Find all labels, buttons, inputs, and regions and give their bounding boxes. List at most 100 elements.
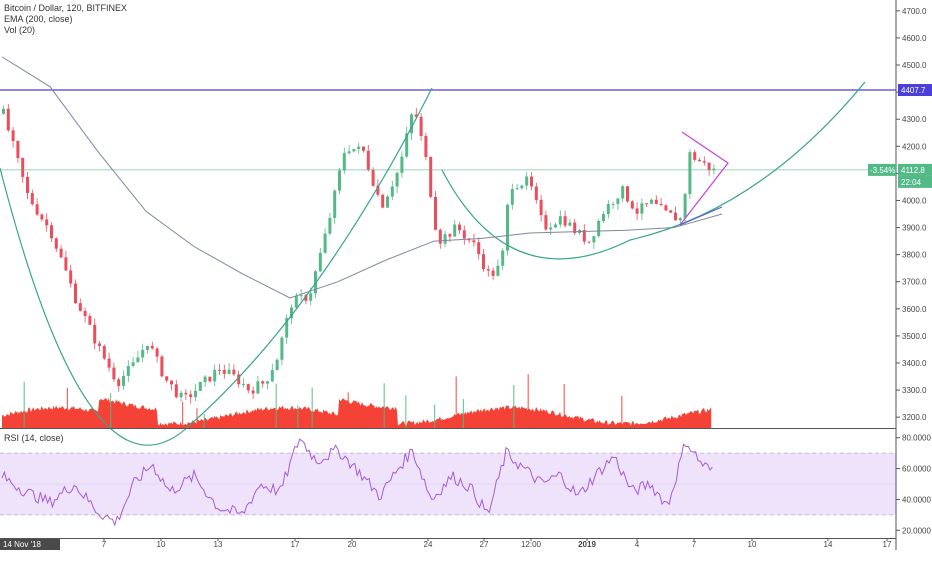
candle-body bbox=[530, 176, 533, 187]
candle-body bbox=[395, 172, 399, 187]
candle-body bbox=[318, 252, 322, 272]
candle-body bbox=[419, 116, 423, 136]
candles bbox=[2, 103, 716, 404]
candle-body bbox=[280, 337, 284, 360]
volume-bar bbox=[203, 414, 205, 428]
candle-body bbox=[304, 295, 308, 301]
candle-body bbox=[400, 156, 404, 173]
candle-body bbox=[11, 130, 15, 141]
candle-body bbox=[563, 216, 567, 226]
candle-body bbox=[126, 365, 130, 376]
candle-body bbox=[40, 214, 44, 220]
candle-body bbox=[160, 356, 164, 377]
candle-body bbox=[554, 224, 557, 228]
candle-body bbox=[510, 189, 514, 205]
time-tick-label: 2019 bbox=[578, 540, 596, 549]
volume-bar bbox=[383, 383, 385, 428]
time-tick-label: 13 bbox=[214, 540, 223, 549]
candle-body bbox=[486, 269, 490, 271]
volume-bar bbox=[527, 374, 529, 428]
candle-body bbox=[338, 170, 341, 191]
candle-body bbox=[261, 381, 265, 384]
candle-body bbox=[688, 152, 692, 195]
resistance-badge-bg bbox=[898, 84, 932, 97]
candle-body bbox=[88, 316, 92, 325]
candle-body bbox=[122, 375, 125, 386]
candle-body bbox=[78, 303, 82, 311]
candle-body bbox=[285, 318, 289, 338]
candle-body bbox=[678, 218, 682, 221]
candle-body bbox=[227, 369, 231, 374]
last-price-badge: 4112.8 bbox=[901, 166, 925, 175]
candle-body bbox=[323, 233, 327, 253]
candle-body bbox=[102, 345, 106, 359]
candle-body bbox=[390, 186, 394, 197]
triangle-support bbox=[679, 206, 723, 226]
candle-body bbox=[414, 114, 418, 117]
symbol-title[interactable]: Bitcoin / Dollar, 120, BITFINEX bbox=[4, 3, 128, 13]
candle-body bbox=[549, 227, 553, 230]
time-tick-label: 7 bbox=[692, 540, 697, 549]
crosshair-date-label: 14 Nov '18 06:00 bbox=[0, 539, 60, 560]
candle-body bbox=[381, 194, 385, 208]
price-tick-label: 4500.0 bbox=[902, 61, 927, 70]
candle-body bbox=[534, 186, 538, 200]
candle-body bbox=[443, 234, 447, 244]
time-tick-label: 10 bbox=[157, 540, 166, 549]
ema-legend[interactable]: EMA (200, close) bbox=[4, 14, 73, 24]
change-badge: -3.54% bbox=[870, 166, 895, 175]
candle-body bbox=[107, 358, 111, 368]
candle-body bbox=[170, 380, 173, 385]
candle-body bbox=[424, 135, 428, 157]
time-tick-label: 17 bbox=[291, 540, 300, 549]
candle-body bbox=[462, 230, 466, 239]
candle-body bbox=[515, 188, 519, 190]
candle-body bbox=[208, 376, 212, 382]
candle-body bbox=[54, 238, 58, 249]
last-price-badge-bg bbox=[898, 163, 932, 176]
candle-body bbox=[256, 381, 260, 394]
rsi-line bbox=[1, 438, 713, 527]
candle-body bbox=[650, 199, 653, 204]
volume-bar bbox=[275, 383, 277, 428]
volume-bar bbox=[297, 405, 299, 428]
time-tick-label: 27 bbox=[480, 540, 489, 549]
candle-body bbox=[203, 376, 207, 382]
candle-body bbox=[45, 219, 49, 226]
rsi-legend[interactable]: RSI (14, close) bbox=[4, 433, 64, 443]
price-tick-label: 3500.0 bbox=[902, 332, 927, 341]
candle-body bbox=[674, 212, 677, 221]
candle-body bbox=[386, 196, 389, 208]
candle-body bbox=[582, 230, 586, 242]
candle-body bbox=[525, 176, 529, 186]
candle-body bbox=[309, 293, 313, 301]
candle-body bbox=[218, 369, 221, 371]
candle-body bbox=[683, 194, 687, 219]
candle-body bbox=[438, 229, 442, 244]
candle-body bbox=[179, 392, 183, 398]
volume-bar bbox=[513, 384, 515, 428]
price-tick-label: 4300.0 bbox=[902, 115, 927, 124]
candle-body bbox=[16, 140, 20, 159]
time-tick-label: 10 bbox=[748, 540, 757, 549]
candle-body bbox=[275, 359, 279, 371]
candle-body bbox=[693, 152, 697, 160]
price-tick-label: 4000.0 bbox=[902, 196, 927, 205]
volume-bar bbox=[563, 383, 565, 428]
price-tick-label: 4600.0 bbox=[902, 34, 927, 43]
candle-body bbox=[616, 198, 620, 204]
volume-bar bbox=[59, 410, 61, 428]
candle-body bbox=[654, 199, 658, 204]
candle-body bbox=[30, 193, 34, 205]
volume-bar bbox=[254, 410, 256, 428]
candle-body bbox=[568, 222, 572, 226]
candle-body bbox=[136, 357, 140, 363]
candle-body bbox=[150, 345, 154, 349]
volume-bar bbox=[117, 402, 119, 428]
candle-body bbox=[410, 114, 413, 134]
candle-body bbox=[606, 204, 610, 215]
volume-bar bbox=[16, 411, 18, 428]
vol-legend[interactable]: Vol (20) bbox=[4, 25, 36, 35]
candle-body bbox=[587, 241, 591, 243]
